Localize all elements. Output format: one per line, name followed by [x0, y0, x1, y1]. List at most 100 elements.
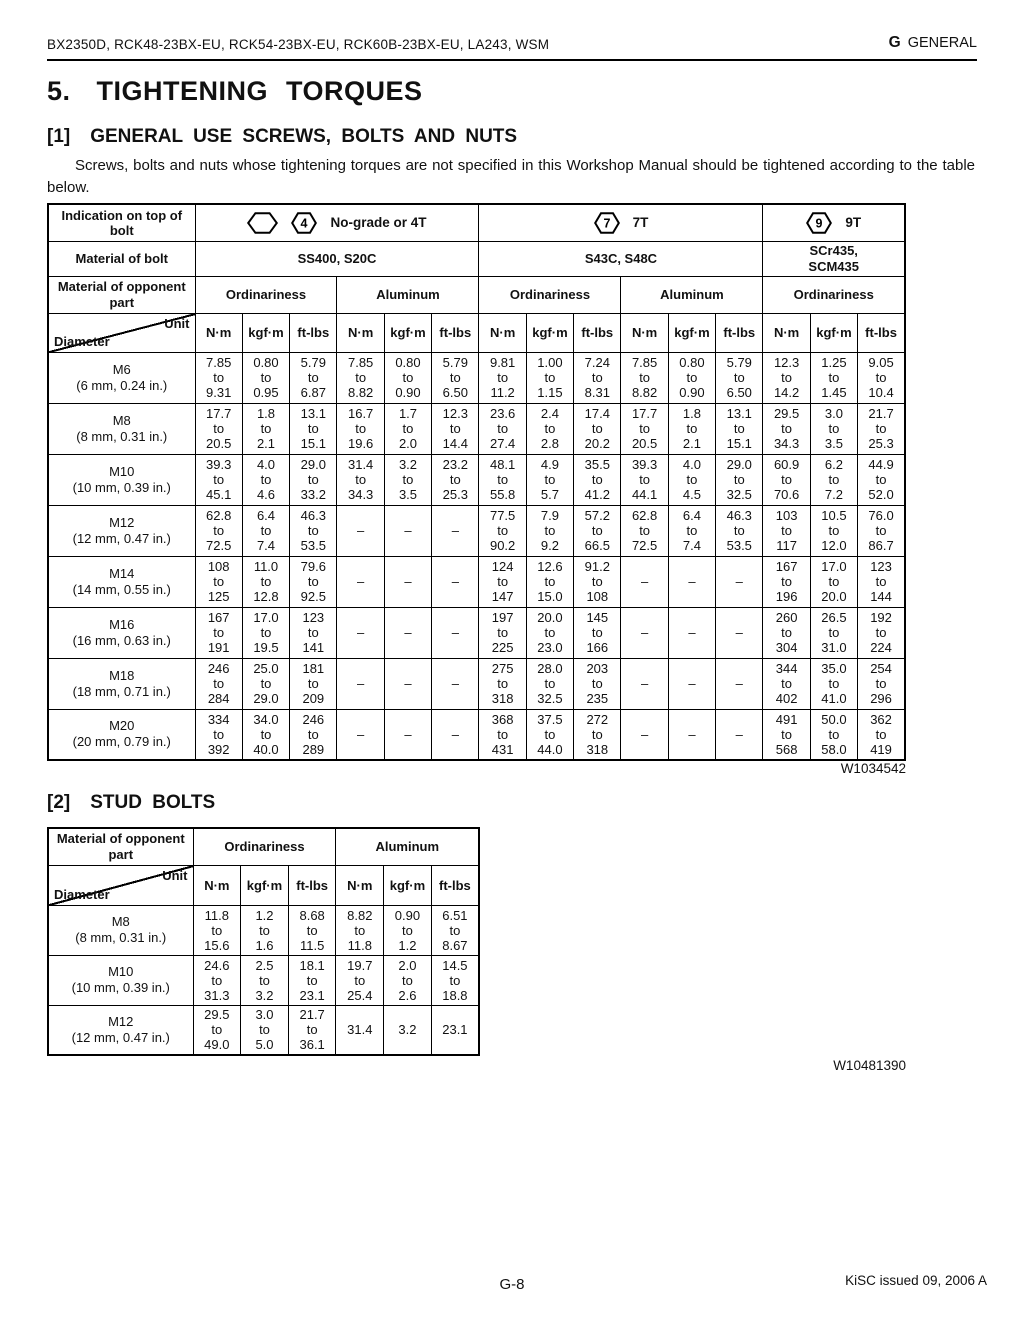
torque-cell: 197 to 225	[478, 606, 527, 659]
torque-value: 77.5 to 90.2	[489, 508, 516, 553]
torque-cell: 16.7 to 19.6	[336, 402, 385, 455]
torque-value: –	[404, 726, 412, 742]
torque-cell: 12.3 to 14.2	[762, 351, 811, 404]
torque-cell: 123 to 141	[289, 606, 338, 659]
torque-value: 12.3 to 14.4	[442, 406, 468, 451]
torque-value: 491 to 568	[775, 711, 798, 757]
table-row: M20 (20 mm, 0.79 in.) 334 to 392 34.0 to 40.0 24…	[47, 708, 906, 761]
torque-cell: 44.9 to 52.0	[857, 453, 906, 506]
material-cell: S43C, S48C	[478, 240, 764, 277]
torque-cell: 11.8 to 15.6	[192, 904, 242, 956]
torque-cell: –	[715, 606, 764, 659]
page-title: 5. TIGHTENING TORQUES	[47, 76, 423, 107]
torque-value: –	[404, 574, 412, 589]
indication-label: Indication on top of bolt	[47, 203, 196, 242]
torque-cell: –	[620, 657, 669, 710]
torque-value: 20.0 to 23.0	[537, 610, 563, 655]
diameter-size: M14	[109, 565, 135, 581]
table-row: M18 (18 mm, 0.71 in.) 246 to 284 25.0 to 29.0 18…	[47, 657, 906, 710]
torque-value: 1.00 to 1.15	[537, 355, 563, 400]
diameter-label: Diameter	[54, 333, 110, 349]
torque-value: –	[641, 726, 649, 742]
torque-value: 17.0 to 19.5	[253, 610, 279, 655]
torque-cell: 25.0 to 29.0	[241, 657, 291, 710]
torque-value: –	[451, 676, 459, 691]
torque-value: –	[688, 726, 696, 742]
hexagon-blank-icon	[247, 211, 279, 234]
diameter-cell: M12 (12 mm, 0.47 in.)	[47, 1004, 194, 1056]
intro-paragraph: Screws, bolts and nuts whose tightening …	[47, 157, 975, 196]
torque-cell: 7.9 to 9.2	[525, 504, 575, 557]
diagonal-line: Unit Diameter	[49, 313, 195, 352]
torque-value: 19.7 to 25.4	[347, 957, 373, 1003]
torque-cell: 39.3 to 44.1	[620, 453, 669, 506]
torque-value: 79.6 to 92.5	[300, 559, 326, 604]
torque-cell: –	[431, 708, 480, 761]
page-title-text: TIGHTENING TORQUES	[96, 76, 423, 106]
table-row: M8 (8 mm, 0.31 in.) 11.8 to 15.6 1.2 to 1.6 8.68…	[47, 904, 480, 956]
torque-value: –	[451, 574, 459, 589]
torque-cell: 12.6 to 15.0	[525, 555, 575, 608]
hexagon-4-icon: 4	[291, 211, 318, 234]
torque-value: 34.0 to 40.0	[253, 711, 279, 757]
torque-value: 2.5 to 3.2	[255, 957, 274, 1003]
diameter-detail: (12 mm, 0.47 in.)	[71, 1029, 170, 1045]
torque-cell: 18.1 to 23.1	[287, 954, 337, 1006]
torque-cell: 21.7 to 36.1	[287, 1004, 337, 1056]
torque-cell: 31.4 to 34.3	[336, 453, 385, 506]
hexagon-9-icon: 9	[806, 211, 833, 234]
torque-value: –	[735, 726, 743, 742]
torque-cell: 246 to 289	[289, 708, 338, 761]
torque-value: 11.0 to 12.8	[253, 559, 279, 604]
unit-diameter-diagonal-cell: Unit Diameter	[47, 312, 196, 353]
torque-cell: 14.5 to 18.8	[430, 954, 480, 1006]
torque-cell: –	[431, 504, 480, 557]
torque-cell: 1.8 to 2.1	[241, 402, 291, 455]
torque-cell: 254 to 296	[857, 657, 906, 710]
torque-value: 48.1 to 55.8	[489, 457, 516, 502]
grade-cell: 9 9T	[762, 203, 906, 242]
diameter-detail: (12 mm, 0.47 in.)	[72, 530, 171, 546]
torque-cell: 4.0 to 4.6	[241, 453, 291, 506]
torque-value: 17.0 to 20.0	[821, 559, 847, 604]
torque-cell: –	[383, 657, 433, 710]
torque-value: –	[688, 676, 696, 691]
torque-cell: –	[667, 606, 717, 659]
opponent-group-cell: Ordinariness	[194, 275, 338, 314]
torque-cell: 334 to 392	[194, 708, 243, 761]
diameter-size: M10	[108, 964, 134, 979]
torque-value: 29.5 to 49.0	[204, 1007, 230, 1053]
torque-cell: 6.4 to 7.4	[667, 504, 717, 557]
torque-cell: 29.0 to 33.2	[289, 453, 338, 506]
unit-cell: ft-lbs	[287, 864, 337, 906]
torque-cell: 6.2 to 7.2	[809, 453, 859, 506]
torque-value: 17.4 to 20.2	[584, 406, 610, 451]
torque-cell: –	[383, 555, 433, 608]
unit-row: Unit Diameter N·m kgf·m ft-lbs N·m kgf·m ft-lbs…	[47, 312, 906, 353]
opponent-group-cell: Aluminum	[336, 275, 480, 314]
torque-cell: 29.5 to 49.0	[192, 1004, 242, 1056]
torque-value: 17.7 to 20.5	[631, 406, 658, 451]
torque-value: –	[357, 726, 365, 742]
torque-cell: –	[431, 657, 480, 710]
torque-cell: 275 to 318	[478, 657, 527, 710]
torque-cell: 35.5 to 41.2	[573, 453, 622, 506]
header-section-word: GENERAL	[907, 35, 977, 51]
torque-value: –	[404, 625, 412, 640]
stud-bolt-table: Material of opponent part Ordinariness Alu…	[47, 827, 480, 1056]
torque-value: 8.82 to 11.8	[347, 907, 373, 953]
diameter-size: M18	[109, 667, 135, 683]
opponent-label: Material of opponent part	[47, 827, 194, 866]
torque-value: 31.4 to 34.3	[347, 457, 374, 502]
torque-cell: –	[620, 606, 669, 659]
torque-value: 6.2 to 7.2	[824, 457, 843, 502]
torque-value: 7.85 to 9.31	[206, 355, 232, 400]
diameter-cell: M8 (8 mm, 0.31 in.)	[47, 402, 196, 455]
torque-value: 7.24 to 8.31	[584, 355, 610, 400]
torque-cell: 11.0 to 12.8	[241, 555, 291, 608]
torque-value: –	[451, 625, 459, 640]
torque-cell: –	[431, 606, 480, 659]
torque-value: 124 to 147	[491, 559, 514, 604]
torque-cell: 57.2 to 66.5	[573, 504, 622, 557]
torque-cell: –	[715, 708, 764, 761]
